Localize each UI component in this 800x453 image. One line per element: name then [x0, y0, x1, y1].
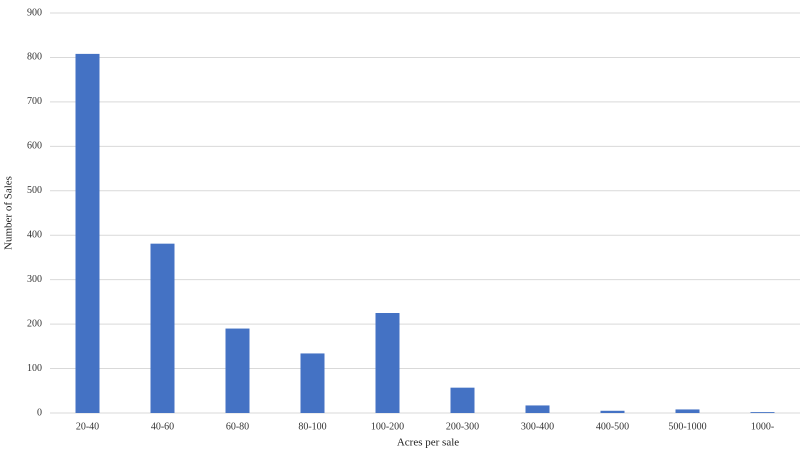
x-tick-label: 100-200: [371, 421, 404, 432]
bar: [600, 410, 625, 413]
x-tick-label: 20-40: [76, 421, 99, 432]
y-tick-label: 200: [27, 318, 42, 329]
x-tick-label: 300-400: [521, 421, 554, 432]
y-tick-label: 500: [27, 185, 42, 196]
bar: [150, 243, 175, 413]
x-tick-label: 400-500: [596, 421, 629, 432]
bar: [750, 412, 775, 413]
bar: [300, 353, 325, 413]
bar: [225, 328, 250, 413]
bar: [450, 387, 475, 413]
x-tick-label: 80-100: [298, 421, 326, 432]
y-tick-label: 800: [27, 52, 42, 63]
x-tick-label: 500-1000: [668, 421, 706, 432]
y-tick-label: 300: [27, 274, 42, 285]
y-tick-label: 0: [37, 407, 42, 418]
x-axis-title: Acres per sale: [397, 437, 459, 449]
bar: [375, 313, 400, 413]
x-tick-label: 40-60: [151, 421, 174, 432]
x-tick-label: 200-300: [446, 421, 479, 432]
bar: [75, 53, 100, 414]
y-tick-label: 100: [27, 363, 42, 374]
x-tick-label: 60-80: [226, 421, 249, 432]
y-tick-label: 700: [27, 96, 42, 107]
y-tick-label: 400: [27, 230, 42, 241]
y-tick-label: 600: [27, 141, 42, 152]
bar: [525, 405, 550, 413]
y-axis-title: Number of Sales: [3, 176, 15, 250]
bar: [675, 409, 700, 413]
y-tick-label: 900: [27, 7, 42, 18]
x-tick-label: 1000-: [751, 421, 774, 432]
